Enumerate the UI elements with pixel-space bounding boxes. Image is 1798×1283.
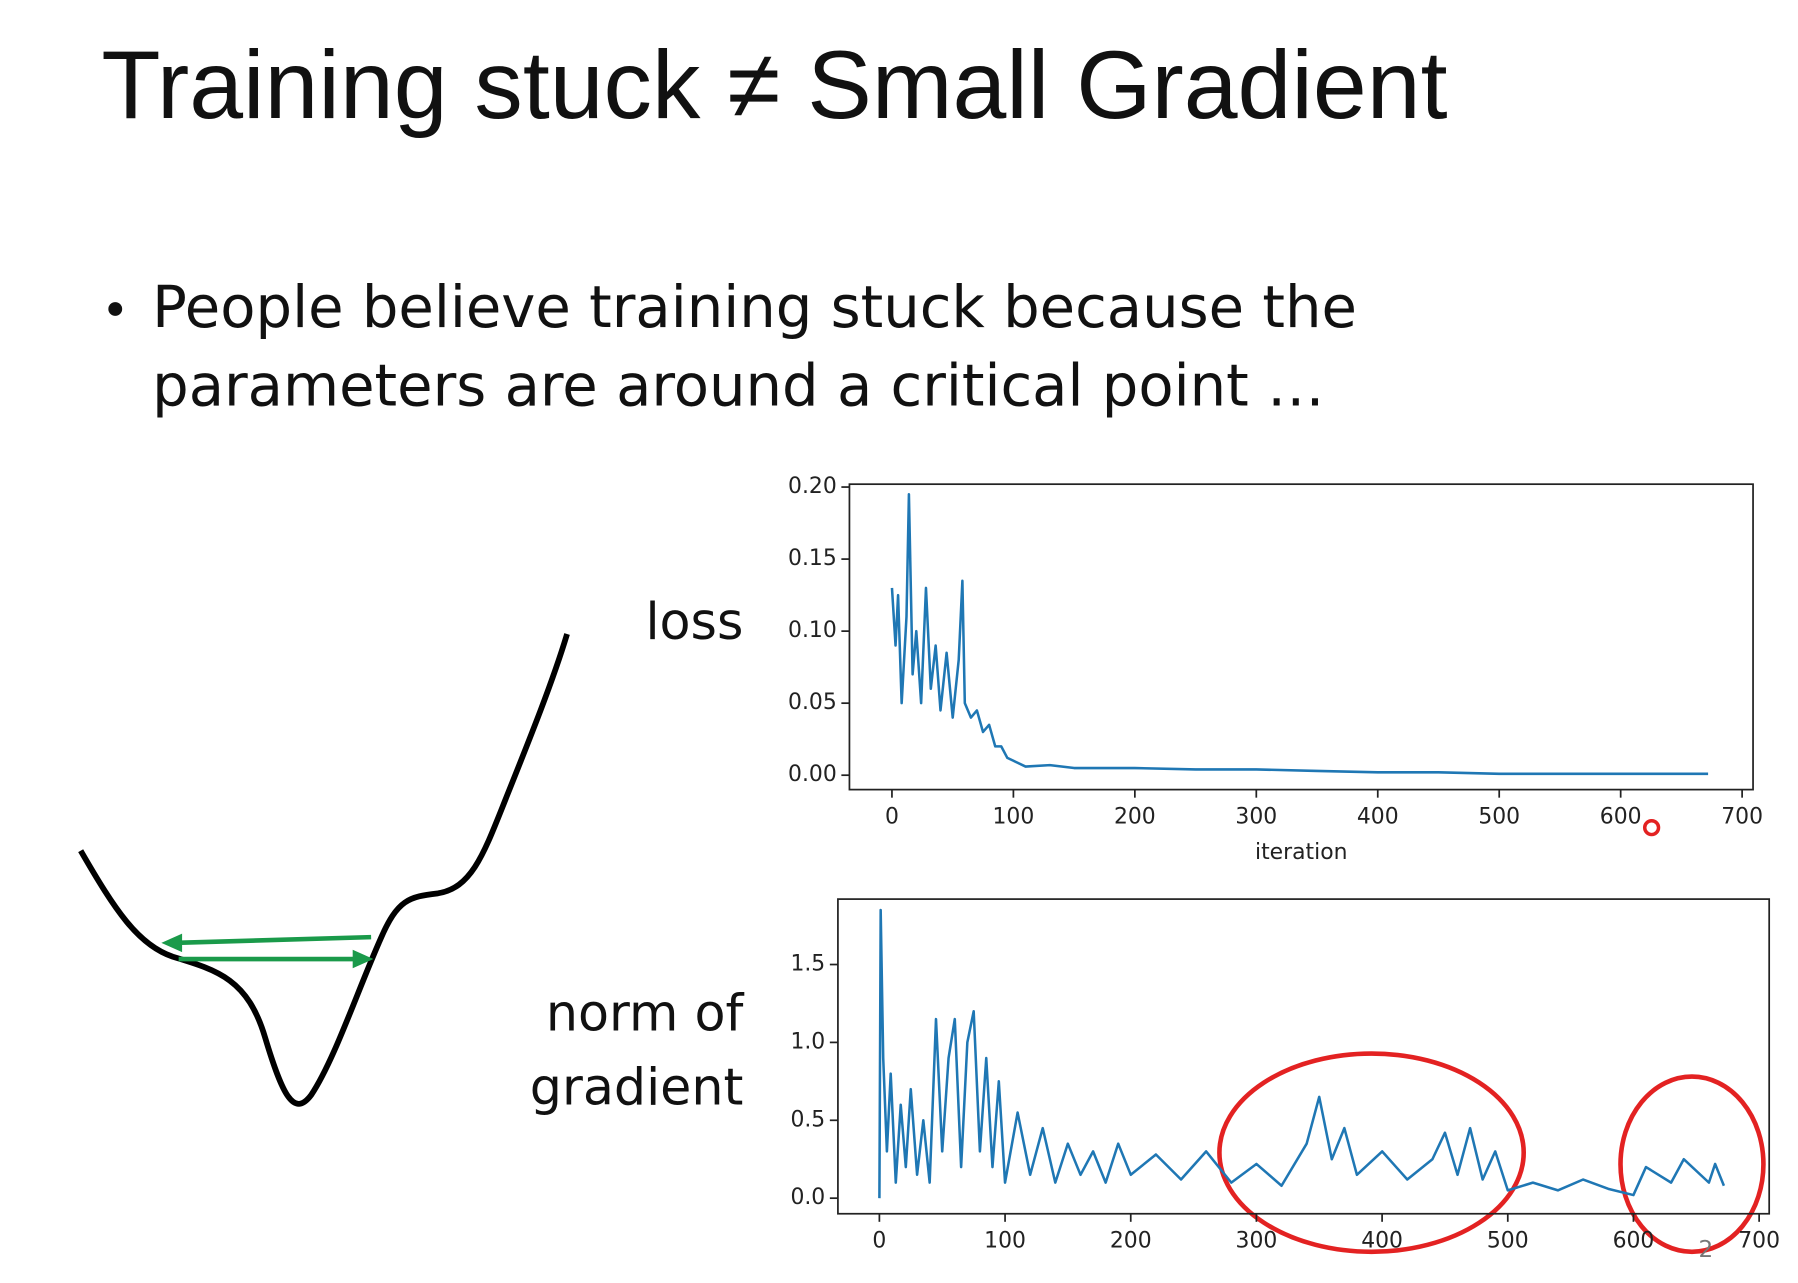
data-line	[890, 493, 1709, 776]
y-tick-label: 0.00	[788, 762, 837, 787]
y-tick-label: 0.0	[790, 1185, 825, 1210]
plot-frame	[848, 483, 1754, 791]
plot-frame	[837, 898, 1771, 1215]
y-tick-label: 0.15	[788, 546, 837, 571]
highlight-circle	[1217, 1051, 1526, 1255]
valley-curve	[78, 633, 570, 1107]
arrow-head	[161, 933, 183, 953]
side-label: norm of	[546, 984, 745, 1043]
data-line	[878, 908, 1726, 1199]
bullet-line: People believe training stuck because th…	[152, 274, 1357, 341]
side-label: loss	[645, 592, 743, 651]
x-axis-label: iteration	[1255, 840, 1347, 865]
side-label: gradient	[530, 1057, 744, 1116]
x-tick-label: 100	[993, 804, 1035, 829]
highlight-circle	[1618, 1074, 1766, 1255]
arrow-left	[172, 934, 372, 946]
x-tick-label: 500	[1478, 804, 1520, 829]
y-tick-label: 1.5	[790, 952, 825, 977]
x-tick-label: 400	[1361, 1228, 1403, 1253]
x-tick-label: 600	[1600, 804, 1642, 829]
arrow-head	[352, 949, 374, 969]
x-tick-label: 600	[1613, 1228, 1655, 1253]
slide-title: Training stuck ≠ Small Gradient	[101, 30, 1447, 139]
x-tick-label: 500	[1487, 1228, 1529, 1253]
x-tick-label: 300	[1236, 1228, 1278, 1253]
x-tick-label: 700	[1721, 804, 1763, 829]
x-tick-label: 0	[885, 804, 899, 829]
y-tick-label: 0.5	[790, 1107, 825, 1132]
y-tick-label: 0.10	[788, 618, 837, 643]
x-tick-label: 0	[872, 1228, 886, 1253]
y-tick-label: 0.20	[788, 474, 837, 499]
bullet-dot	[108, 302, 123, 316]
x-tick-label: 200	[1114, 804, 1156, 829]
page-number: 2	[1698, 1237, 1713, 1263]
x-tick-label: 400	[1357, 804, 1399, 829]
cursor	[1642, 818, 1661, 837]
x-tick-label: 700	[1738, 1228, 1780, 1253]
bullet-line: parameters are around a critical point …	[152, 352, 1325, 419]
y-tick-label: 1.0	[790, 1029, 825, 1054]
x-tick-label: 100	[984, 1228, 1026, 1253]
x-tick-label: 200	[1110, 1228, 1152, 1253]
y-tick-label: 0.05	[788, 690, 837, 715]
x-tick-label: 300	[1235, 804, 1277, 829]
